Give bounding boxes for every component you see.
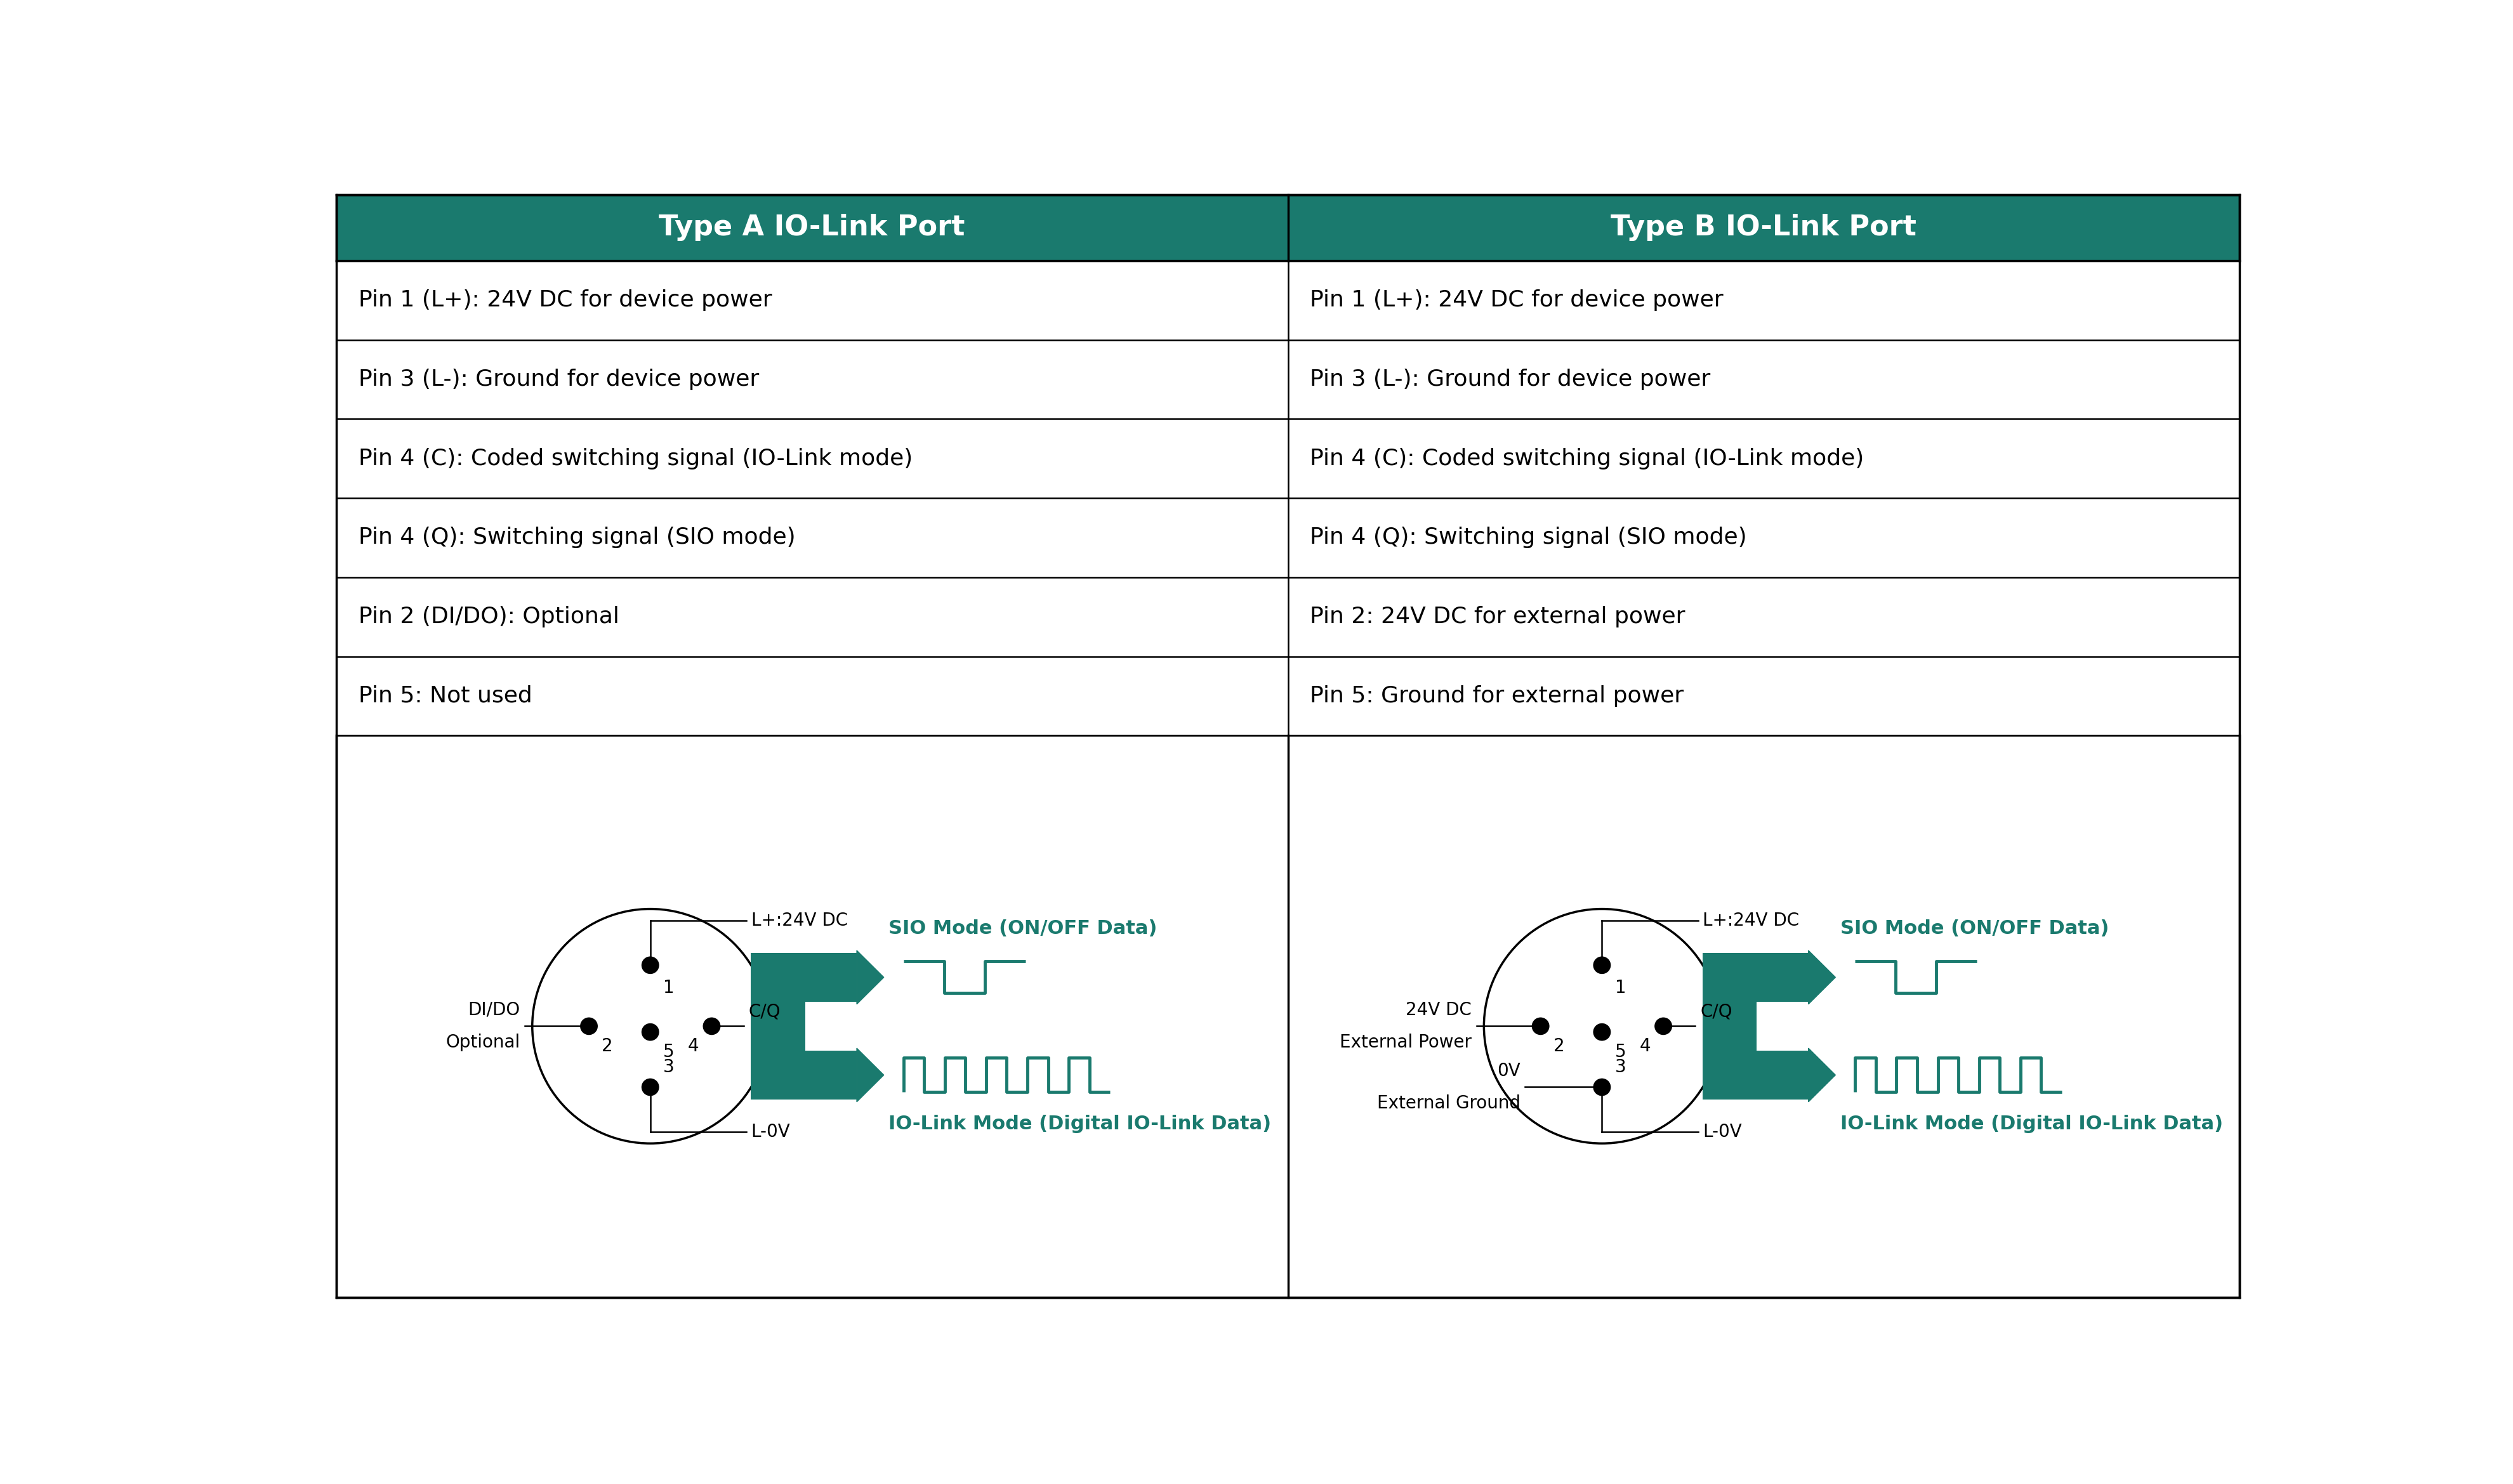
Text: 2: 2 [601, 1037, 613, 1055]
Circle shape [1533, 1018, 1551, 1034]
Circle shape [1593, 956, 1611, 974]
Text: Optional: Optional [445, 1033, 520, 1051]
Text: SIO Mode (ON/OFF Data): SIO Mode (ON/OFF Data) [1840, 919, 2108, 938]
Text: Pin 4 (C): Coded switching signal (IO-Link mode): Pin 4 (C): Coded switching signal (IO-Li… [1309, 448, 1865, 469]
Bar [751, 953, 804, 1100]
Polygon shape [857, 1048, 885, 1103]
Circle shape [1654, 1018, 1671, 1034]
Text: L+:24V DC: L+:24V DC [751, 911, 847, 929]
Text: SIO Mode (ON/OFF Data): SIO Mode (ON/OFF Data) [890, 919, 1158, 938]
Polygon shape [1809, 1048, 1834, 1103]
Text: 4: 4 [1638, 1037, 1651, 1055]
Text: Pin 4 (Q): Switching signal (SIO mode): Pin 4 (Q): Switching signal (SIO mode) [359, 527, 797, 549]
Text: Pin 3 (L-): Ground for device power: Pin 3 (L-): Ground for device power [1309, 368, 1711, 390]
Bar [779, 1051, 857, 1100]
Text: Pin 4 (Q): Switching signal (SIO mode): Pin 4 (Q): Switching signal (SIO mode) [1309, 527, 1747, 549]
Text: Pin 4 (C): Coded switching signal (IO-Link mode): Pin 4 (C): Coded switching signal (IO-Li… [359, 448, 912, 469]
Circle shape [641, 1024, 658, 1040]
Bar [337, 194, 1287, 261]
Text: Type B IO-Link Port: Type B IO-Link Port [1611, 214, 1917, 242]
Circle shape [641, 1079, 658, 1097]
Text: Type A IO-Link Port: Type A IO-Link Port [658, 214, 965, 242]
Text: C/Q: C/Q [1701, 1003, 1731, 1021]
Bar [779, 953, 857, 1002]
Text: IO-Link Mode (Digital IO-Link Data): IO-Link Mode (Digital IO-Link Data) [1840, 1114, 2224, 1134]
Text: External Power: External Power [1339, 1033, 1473, 1051]
Bar [1704, 953, 1757, 1100]
Text: 4: 4 [689, 1037, 699, 1055]
Text: 2: 2 [1553, 1037, 1566, 1055]
Text: 0V: 0V [1498, 1063, 1520, 1080]
Text: L-0V: L-0V [751, 1123, 789, 1141]
Text: L-0V: L-0V [1704, 1123, 1742, 1141]
Text: Pin 1 (L+): 24V DC for device power: Pin 1 (L+): 24V DC for device power [359, 289, 771, 312]
Text: 24V DC: 24V DC [1405, 1002, 1473, 1020]
Text: 3: 3 [1616, 1058, 1626, 1076]
Text: Pin 5: Not used: Pin 5: Not used [359, 686, 533, 706]
Circle shape [704, 1018, 721, 1034]
Circle shape [641, 956, 658, 974]
Bar [1729, 953, 1809, 1002]
Text: 5: 5 [663, 1043, 673, 1061]
Text: DI/DO: DI/DO [467, 1002, 520, 1020]
Polygon shape [857, 950, 885, 1005]
Text: Pin 1 (L+): 24V DC for device power: Pin 1 (L+): 24V DC for device power [1309, 289, 1724, 312]
Text: 1: 1 [663, 979, 673, 997]
Polygon shape [1809, 950, 1834, 1005]
Text: C/Q: C/Q [749, 1003, 782, 1021]
Text: 5: 5 [1616, 1043, 1626, 1061]
Bar [1729, 1051, 1809, 1100]
Text: 3: 3 [663, 1058, 673, 1076]
Text: L+:24V DC: L+:24V DC [1704, 911, 1799, 929]
Text: Pin 2 (DI/DO): Optional: Pin 2 (DI/DO): Optional [359, 605, 618, 628]
Text: Pin 2: 24V DC for external power: Pin 2: 24V DC for external power [1309, 605, 1686, 628]
Text: IO-Link Mode (Digital IO-Link Data): IO-Link Mode (Digital IO-Link Data) [890, 1114, 1272, 1134]
Text: External Ground: External Ground [1377, 1095, 1520, 1112]
Circle shape [581, 1018, 598, 1034]
Text: Pin 3 (L-): Ground for device power: Pin 3 (L-): Ground for device power [359, 368, 759, 390]
Circle shape [533, 908, 769, 1144]
Bar [1287, 194, 2239, 261]
Circle shape [1593, 1079, 1611, 1097]
Text: 1: 1 [1616, 979, 1626, 997]
Text: Pin 5: Ground for external power: Pin 5: Ground for external power [1309, 686, 1684, 706]
Circle shape [1483, 908, 1719, 1144]
Circle shape [1593, 1024, 1611, 1040]
